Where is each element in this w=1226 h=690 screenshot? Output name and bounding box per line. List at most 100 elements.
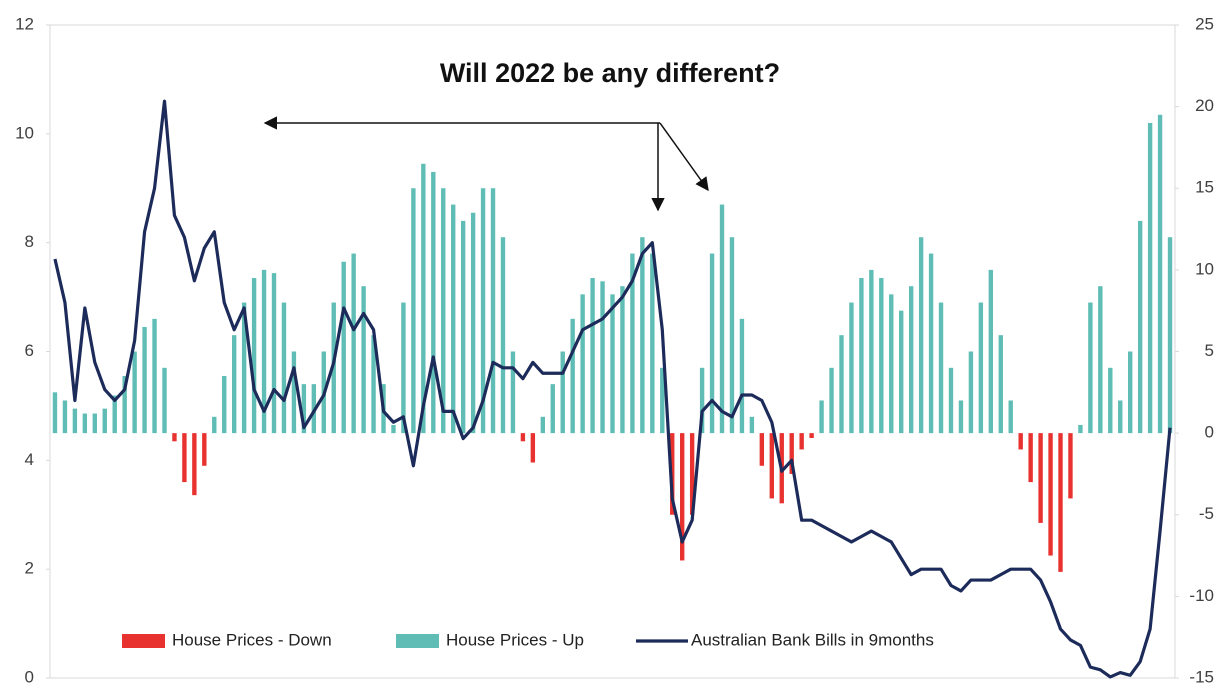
bar	[560, 351, 565, 434]
bar	[301, 384, 307, 434]
bar	[1078, 424, 1083, 434]
bar	[988, 269, 994, 434]
bar	[1137, 220, 1143, 434]
bar	[829, 367, 834, 434]
legend: House Prices - Down House Prices - Up Aust…	[122, 630, 934, 649]
bar	[789, 433, 794, 474]
bar	[1038, 433, 1043, 523]
bar	[819, 400, 824, 434]
y2-tick-label: 20	[1195, 96, 1214, 115]
bar	[630, 253, 635, 434]
legend-label: House Prices - Down	[172, 630, 332, 649]
bar	[92, 413, 97, 434]
bar	[650, 253, 655, 434]
bar	[281, 302, 287, 434]
y2-tick-label: -5	[1199, 504, 1214, 523]
bar	[212, 416, 217, 434]
bar	[1048, 433, 1053, 556]
lines	[53, 99, 1172, 679]
bar	[62, 400, 68, 434]
bar	[152, 318, 157, 434]
bar	[451, 204, 456, 434]
y-tick-label: 2	[25, 559, 34, 578]
bar	[421, 163, 426, 434]
bar	[550, 384, 555, 434]
legend-swatch	[396, 634, 439, 648]
y-tick-label: 4	[25, 450, 34, 469]
legend-swatch	[122, 634, 165, 648]
bar	[72, 408, 78, 434]
bar	[699, 367, 705, 434]
bar	[640, 237, 645, 434]
bar	[958, 400, 964, 434]
bar	[351, 253, 356, 434]
bar	[112, 395, 117, 434]
bar	[122, 375, 127, 434]
bar	[172, 433, 177, 442]
legend-label: House Prices - Up	[446, 630, 584, 649]
bar	[162, 367, 167, 434]
bar	[1167, 237, 1173, 434]
line	[53, 99, 1172, 679]
bar	[52, 392, 58, 434]
bar	[361, 286, 366, 434]
bar	[1157, 114, 1163, 434]
bar	[470, 212, 476, 434]
y-tick-label: 10	[15, 123, 34, 142]
bar	[391, 424, 396, 434]
bar	[401, 302, 406, 434]
bar	[241, 302, 247, 434]
bars	[52, 114, 1173, 572]
bar	[918, 237, 924, 434]
y-tick-label: 8	[25, 232, 34, 251]
bar	[938, 302, 944, 434]
bar	[709, 253, 715, 434]
y2-tick-label: 10	[1195, 259, 1214, 278]
bar	[680, 433, 685, 561]
bar	[928, 253, 934, 434]
y-tick-label: 0	[25, 667, 34, 686]
bar	[441, 188, 446, 434]
bar	[729, 237, 735, 434]
bar	[271, 273, 277, 434]
bar	[1147, 122, 1153, 434]
bar	[202, 433, 207, 466]
bar	[1128, 351, 1133, 434]
bar	[839, 335, 844, 434]
bar	[142, 327, 147, 434]
bar	[769, 433, 774, 499]
bar	[1028, 433, 1033, 483]
bar	[1008, 400, 1013, 434]
bar	[948, 367, 954, 434]
y2-tick-label: 0	[1205, 423, 1214, 442]
bar	[859, 278, 864, 434]
bar	[231, 335, 237, 434]
bar	[182, 433, 187, 483]
bar	[341, 261, 346, 434]
chart-title: Will 2022 be any different?	[440, 58, 780, 88]
bar	[889, 294, 894, 434]
y2-tick-label: 25	[1195, 14, 1214, 33]
bar	[1058, 433, 1063, 572]
bar	[600, 281, 605, 434]
bar	[749, 416, 755, 434]
bar	[759, 433, 765, 466]
bar	[480, 188, 486, 434]
bar	[1068, 433, 1073, 499]
bar	[590, 278, 595, 434]
bar	[998, 335, 1003, 434]
bar	[411, 188, 416, 434]
y-tick-label: 6	[25, 341, 34, 360]
bar	[1088, 302, 1093, 434]
bar	[620, 286, 625, 434]
bar	[530, 433, 536, 463]
bar	[500, 237, 506, 434]
bar	[849, 302, 854, 434]
bar	[908, 286, 914, 434]
bar	[968, 351, 974, 434]
bar	[251, 278, 257, 434]
bar	[82, 413, 88, 434]
bar	[719, 204, 725, 434]
y2-tick-label: 15	[1195, 178, 1214, 197]
